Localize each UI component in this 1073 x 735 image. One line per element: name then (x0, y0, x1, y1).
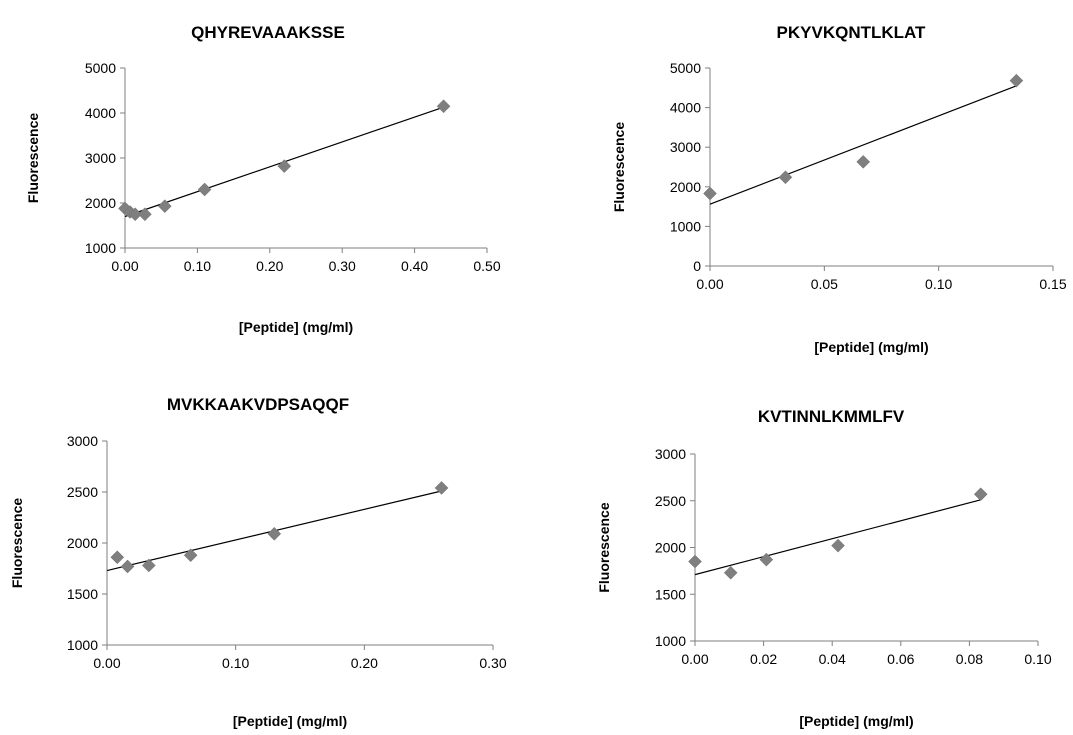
x-axis-label: [Peptide] (mg/ml) (233, 713, 347, 729)
y-tick-label: 3000 (670, 139, 701, 155)
chart-3: MVKKAAKVDPSAQQF 1000 1500 2000 2500 3000 0.00 0… (9, 395, 507, 729)
y-axis-label: Fluorescence (596, 502, 612, 592)
x-tick-label: 0.40 (401, 258, 428, 274)
data-point (277, 159, 292, 173)
data-point (688, 554, 702, 569)
x-tick-label: 0.30 (479, 655, 506, 671)
data-point (723, 565, 738, 580)
data-point (703, 186, 717, 201)
x-tick-label: 0.08 (956, 651, 983, 667)
x-tick-label: 0.00 (111, 258, 138, 274)
data-point (1009, 73, 1024, 88)
x-tick-label: 0.10 (1024, 651, 1051, 667)
y-axis-label: Fluorescence (611, 122, 627, 212)
y-tick-label: 1000 (670, 218, 701, 234)
data-point (128, 207, 142, 222)
x-tick-label: 0.15 (1039, 276, 1066, 292)
data-point (759, 552, 774, 567)
x-tick-label: 0.10 (222, 655, 249, 671)
chart-4: KVTINNLKMMLFV 1000 1500 2000 2500 3000 0.00 0.0… (596, 407, 1052, 729)
x-tick-label: 0.00 (696, 276, 723, 292)
x-tick-label: 0.06 (887, 651, 914, 667)
x-tick-label: 0.05 (811, 276, 838, 292)
x-tick-label: 0.04 (819, 651, 846, 667)
y-tick-label: 2500 (67, 484, 98, 500)
y-tick-label: 1500 (67, 586, 98, 602)
y-axis-label: Fluorescence (9, 498, 25, 588)
data-point (267, 526, 282, 541)
chart-title: PKYVKQNTLKLAT (777, 23, 927, 42)
y-tick-label: 0 (693, 258, 701, 274)
data-point (831, 538, 845, 553)
y-tick-label: 2000 (670, 179, 701, 195)
chart-1: QHYREVAAAKSSE 1000 2000 3000 4000 5000 0.00 0.1… (25, 23, 501, 335)
x-tick-label: 0.00 (681, 651, 708, 667)
y-tick-label: 3000 (85, 150, 116, 166)
data-point (434, 481, 449, 495)
y-tick-label: 3000 (67, 433, 98, 449)
chart-title: QHYREVAAAKSSE (191, 23, 345, 42)
y-tick-label: 1000 (85, 240, 116, 256)
y-tick-label: 2500 (655, 493, 686, 509)
data-point (120, 559, 135, 574)
data-point (157, 199, 172, 214)
chart-title: KVTINNLKMMLFV (758, 407, 905, 426)
trendline (694, 499, 981, 576)
y-axis-label: Fluorescence (25, 113, 41, 203)
y-tick-label: 4000 (85, 105, 116, 121)
x-tick-label: 0.20 (256, 258, 283, 274)
x-axis-label: [Peptide] (mg/ml) (814, 339, 928, 355)
x-tick-label: 0.30 (329, 258, 356, 274)
chart-2: PKYVKQNTLKLAT 0 1000 2000 3000 4000 5000 0.00 0.… (611, 23, 1067, 355)
x-tick-label: 0.02 (750, 651, 777, 667)
data-point (138, 207, 152, 222)
x-axis-label: [Peptide] (mg/ml) (799, 713, 913, 729)
x-tick-label: 0.00 (93, 655, 120, 671)
x-axis-label: [Peptide] (mg/ml) (239, 319, 353, 335)
x-tick-label: 0.20 (351, 655, 378, 671)
data-point (973, 487, 988, 502)
trendline (709, 85, 1017, 205)
x-tick-label: 0.50 (473, 258, 500, 274)
data-point (197, 182, 212, 197)
y-tick-label: 1000 (655, 633, 686, 649)
y-tick-label: 3000 (655, 446, 686, 462)
y-tick-label: 4000 (670, 100, 701, 116)
y-tick-label: 1000 (67, 637, 98, 653)
data-point (436, 99, 451, 114)
y-tick-label: 5000 (85, 60, 116, 76)
y-tick-label: 2000 (85, 195, 116, 211)
x-tick-label: 0.10 (925, 276, 952, 292)
y-tick-label: 2000 (67, 535, 98, 551)
data-point (183, 548, 198, 563)
data-point (141, 558, 156, 573)
y-tick-label: 2000 (655, 540, 686, 556)
chart-title: MVKKAAKVDPSAQQF (167, 395, 349, 414)
y-tick-label: 5000 (670, 60, 701, 76)
y-tick-label: 1500 (655, 586, 686, 602)
data-point (856, 154, 871, 169)
data-point (110, 550, 125, 565)
data-point (778, 170, 793, 185)
x-tick-label: 0.10 (184, 258, 211, 274)
